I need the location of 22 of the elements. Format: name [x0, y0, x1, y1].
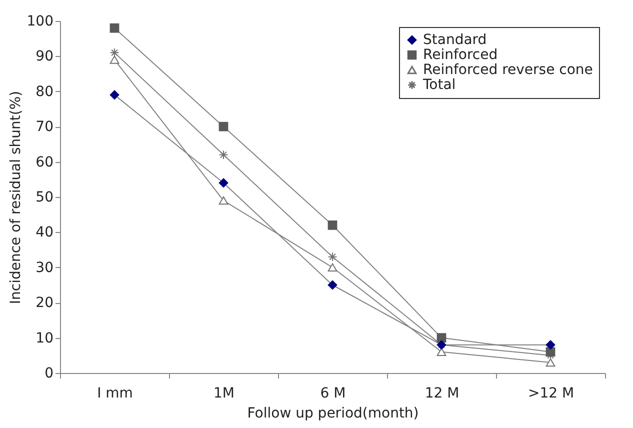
y-tick-label: 20	[36, 295, 54, 312]
legend-label: Standard	[423, 32, 487, 48]
x-tick-label: 12 M	[424, 386, 460, 402]
y-tick-label: 50	[36, 190, 54, 206]
x-tick-label: 6 M	[320, 386, 346, 402]
y-tick-label: 30	[36, 260, 54, 276]
y-tick-label: 0	[44, 366, 54, 382]
x-tick-label: >12 M	[528, 386, 574, 402]
y-tick-label: 100	[26, 14, 54, 30]
x-tick-label: I mm	[97, 386, 133, 402]
y-tick-label: 70	[36, 119, 54, 136]
y-tick-label: 60	[36, 154, 54, 170]
y-tick-label: 40	[36, 224, 54, 241]
legend-label: Total	[422, 77, 456, 93]
legend-label: Reinforced	[423, 47, 498, 63]
y-tick-label: 10	[36, 330, 54, 346]
y-axis-title: Incidence of residual shunt(%)	[8, 90, 24, 304]
x-tick-label: 1M	[214, 386, 234, 402]
y-tick-label: 80	[36, 84, 54, 100]
y-tick-label: 90	[36, 48, 54, 65]
legend-label: Reinforced reverse cone	[423, 62, 593, 78]
x-axis-title: Follow up period(month)	[247, 406, 419, 422]
